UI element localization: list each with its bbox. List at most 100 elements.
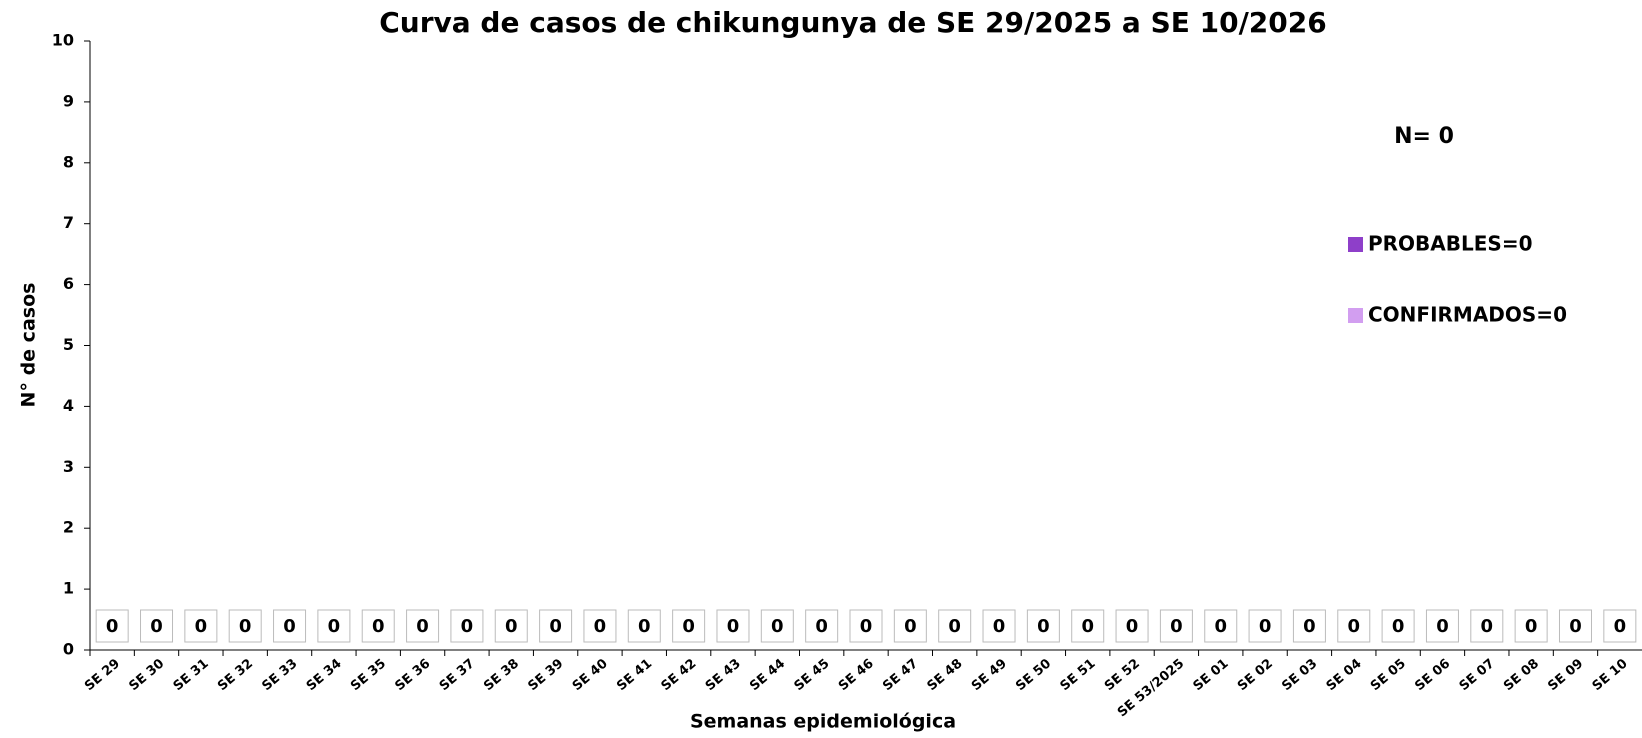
y-tick-label: 7 xyxy=(63,213,74,232)
y-tick-label: 3 xyxy=(63,457,74,476)
data-label-box xyxy=(450,609,484,643)
data-label: 0 xyxy=(505,616,518,637)
x-tick-label: SE 06 xyxy=(1412,656,1453,694)
data-label: 0 xyxy=(1348,616,1361,637)
annotation: N= 0 xyxy=(1394,124,1454,149)
data-label: 0 xyxy=(1037,616,1050,637)
x-tick-label: SE 45 xyxy=(792,656,833,694)
x-tick-label: SE 31 xyxy=(171,656,212,694)
data-label-box xyxy=(184,609,218,643)
data-label-box xyxy=(1514,609,1548,643)
x-tick-label: SE 37 xyxy=(437,656,478,694)
data-label: 0 xyxy=(1259,616,1272,637)
x-tick-label: SE 49 xyxy=(969,656,1010,694)
data-label-box xyxy=(1071,609,1105,643)
y-tick-label: 6 xyxy=(63,274,74,293)
x-axis-title: Semanas epidemiológica xyxy=(690,711,956,733)
x-tick-label: SE 41 xyxy=(614,656,655,694)
data-label: 0 xyxy=(860,616,873,637)
x-tick-label: SE 01 xyxy=(1191,656,1232,694)
x-tick-label: SE 48 xyxy=(925,656,966,694)
x-tick-label: SE 34 xyxy=(304,656,345,694)
data-label: 0 xyxy=(948,616,961,637)
x-tick-label: SE 30 xyxy=(126,656,167,694)
data-label-box xyxy=(1204,609,1238,643)
data-label: 0 xyxy=(904,616,917,637)
data-label-box xyxy=(849,609,883,643)
data-label: 0 xyxy=(1170,616,1183,637)
x-tick-label: SE 52 xyxy=(1102,656,1143,694)
x-tick-label: SE 08 xyxy=(1501,656,1542,694)
data-label: 0 xyxy=(195,616,208,637)
x-tick-label: SE 42 xyxy=(658,656,699,694)
data-label-box xyxy=(982,609,1016,643)
x-tick-label: SE 44 xyxy=(747,656,788,694)
y-tick-label: 9 xyxy=(63,91,74,110)
data-label-box xyxy=(627,609,661,643)
data-label: 0 xyxy=(993,616,1006,637)
data-label-box xyxy=(1248,609,1282,643)
legend-swatch xyxy=(1348,308,1363,323)
data-label-box xyxy=(1381,609,1415,643)
legend-label: PROBABLES=0 xyxy=(1368,232,1533,256)
x-tick-label: SE 02 xyxy=(1235,656,1276,694)
x-tick-label: SE 47 xyxy=(880,656,921,694)
data-label: 0 xyxy=(328,616,341,637)
data-label: 0 xyxy=(815,616,828,637)
data-label-box xyxy=(228,609,262,643)
x-tick-label: SE 39 xyxy=(525,656,566,694)
data-label-box xyxy=(317,609,351,643)
data-label: 0 xyxy=(638,616,651,637)
legend-swatch xyxy=(1348,237,1363,252)
data-label-box xyxy=(494,609,528,643)
data-label-box xyxy=(1337,609,1371,643)
data-label-box xyxy=(95,609,129,643)
x-tick-label: SE 50 xyxy=(1013,656,1054,694)
x-tick-label: SE 32 xyxy=(215,656,256,694)
chart-title: Curva de casos de chikungunya de SE 29/2… xyxy=(379,6,1326,39)
x-tick-label: SE 07 xyxy=(1457,656,1498,694)
x-tick-label: SE 35 xyxy=(348,656,389,694)
data-label-box xyxy=(716,609,750,643)
data-label: 0 xyxy=(416,616,429,637)
data-label: 0 xyxy=(372,616,385,637)
x-tick-label: SE 29 xyxy=(82,656,123,694)
x-tick-label: SE 36 xyxy=(392,656,433,694)
x-tick-label: SE 43 xyxy=(703,656,744,694)
x-tick-label: SE 05 xyxy=(1368,656,1409,694)
data-label-box xyxy=(1470,609,1504,643)
data-label: 0 xyxy=(239,616,252,637)
data-label: 0 xyxy=(150,616,163,637)
y-tick-label: 10 xyxy=(52,31,74,50)
legend-label: CONFIRMADOS=0 xyxy=(1368,303,1567,327)
data-label-box xyxy=(583,609,617,643)
data-label-box xyxy=(672,609,706,643)
data-label: 0 xyxy=(1436,616,1449,637)
data-label: 0 xyxy=(283,616,296,637)
data-label-box xyxy=(1425,609,1459,643)
y-tick-label: 4 xyxy=(63,396,74,415)
data-label: 0 xyxy=(1481,616,1494,637)
data-label: 0 xyxy=(594,616,607,637)
data-label-box xyxy=(893,609,927,643)
data-label-box xyxy=(361,609,395,643)
x-tick-label: SE 03 xyxy=(1279,656,1320,694)
y-tick-label: 1 xyxy=(63,579,74,598)
y-tick-label: 5 xyxy=(63,335,74,354)
data-label-box xyxy=(805,609,839,643)
x-tick-label: SE 46 xyxy=(836,656,877,694)
data-label: 0 xyxy=(1569,616,1582,637)
x-tick-label: SE 33 xyxy=(259,656,300,694)
data-label: 0 xyxy=(682,616,695,637)
data-label: 0 xyxy=(1303,616,1316,637)
data-label: 0 xyxy=(106,616,119,637)
data-label-box xyxy=(938,609,972,643)
y-tick-label: 2 xyxy=(63,518,74,537)
data-label: 0 xyxy=(461,616,474,637)
x-tick-label: SE 40 xyxy=(570,656,611,694)
data-label-box xyxy=(1558,609,1592,643)
data-label-box xyxy=(1159,609,1193,643)
data-label: 0 xyxy=(1525,616,1538,637)
